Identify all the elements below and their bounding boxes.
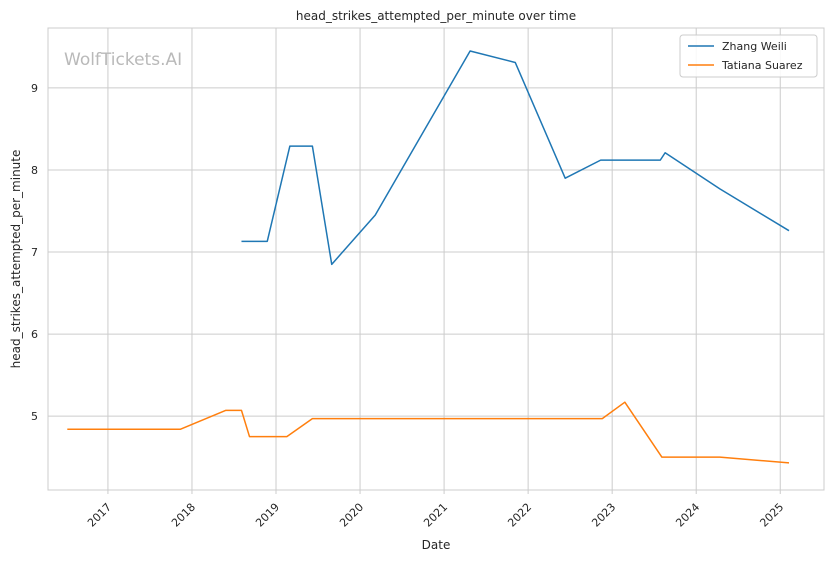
legend: Zhang Weili Tatiana Suarez — [679, 34, 818, 78]
legend-box — [679, 34, 818, 78]
series-line-tatiana-suarez — [67, 401, 790, 464]
series-lines — [67, 50, 790, 464]
x-axis-title: Date — [422, 538, 451, 552]
legend-label-tatiana-suarez: Tatiana Suarez — [721, 59, 803, 72]
y-tick-label: 5 — [31, 410, 38, 423]
chart-title: head_strikes_attempted_per_minute over t… — [296, 9, 576, 23]
y-tick-label: 7 — [31, 246, 38, 259]
y-tick-label: 6 — [31, 328, 38, 341]
y-tick-label: 8 — [31, 164, 38, 177]
series-line-zhang-weili — [241, 50, 790, 266]
watermark: WolfTickets.AI — [64, 50, 182, 70]
legend-label-zhang-weili: Zhang Weili — [722, 40, 787, 53]
plot-area-frame — [47, 27, 825, 491]
y-axis-title: head_strikes_attempted_per_minute — [9, 150, 23, 369]
grid — [48, 28, 824, 490]
y-tick-label: 9 — [31, 82, 38, 95]
y-axis-ticks: 5 6 7 8 9 — [31, 82, 38, 423]
